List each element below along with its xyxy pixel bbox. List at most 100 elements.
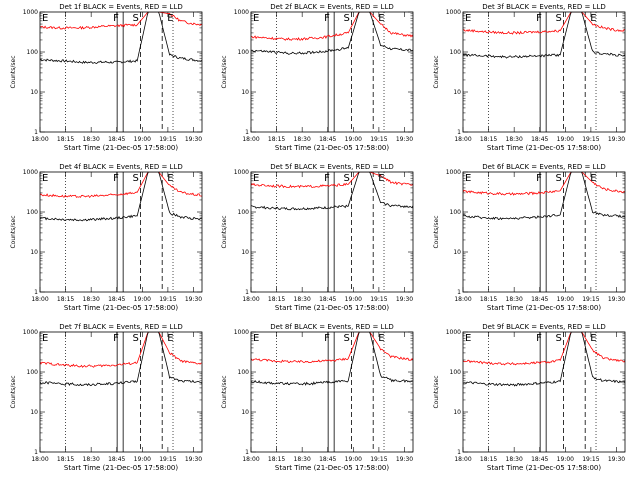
x-tick-label: 19:00: [134, 456, 151, 463]
data-area: [251, 12, 413, 132]
flag-label-s: S: [343, 173, 349, 184]
y-tick-label: 1000: [234, 169, 249, 176]
flag-label-e: E: [465, 13, 471, 24]
lld-series-line: [463, 12, 625, 35]
x-tick-label: 18:00: [31, 456, 48, 463]
data-area: [463, 172, 625, 292]
y-tick-label: 100: [238, 209, 250, 216]
flag-label-f: F: [324, 333, 330, 344]
y-tick-label: 1000: [234, 9, 249, 16]
panel-title: Det 8f BLACK = Events, RED = LLD: [270, 323, 393, 331]
y-tick-label: 10: [453, 89, 461, 96]
x-axis-label: Start Time (21-Dec-05 17:58:00): [487, 464, 601, 472]
x-tick-label: 18:30: [294, 296, 311, 303]
x-axis-label: Start Time (21-Dec-05 17:58:00): [487, 304, 601, 312]
y-tick-label: 1000: [234, 329, 249, 336]
y-axis-label: Counts/sec: [433, 375, 440, 408]
x-tick-label: 18:30: [506, 136, 523, 143]
flag-label-e: E: [167, 13, 173, 24]
panel-title: Det 7f BLACK = Events, RED = LLD: [59, 323, 182, 331]
y-tick-label: 1: [34, 289, 38, 296]
x-tick-label: 18:15: [268, 296, 285, 303]
y-tick-label: 100: [450, 209, 462, 216]
events-series-line: [463, 12, 625, 59]
plot-frame: [250, 171, 414, 293]
x-tick-label: 19:30: [608, 136, 625, 143]
x-tick-label: 19:15: [582, 136, 599, 143]
lld-series-line: [40, 12, 202, 30]
x-tick-label: 19:15: [370, 136, 387, 143]
flag-label-s: S: [343, 13, 349, 24]
flag-label-e: E: [167, 333, 173, 344]
panel-title: Det 4f BLACK = Events, RED = LLD: [59, 163, 182, 171]
y-axis-label: Counts/sec: [221, 55, 228, 88]
y-tick-label: 10: [241, 89, 249, 96]
y-tick-label: 1: [34, 129, 38, 136]
x-tick-label: 18:45: [108, 296, 125, 303]
x-tick-label: 18:00: [242, 136, 259, 143]
plot-frame: [462, 171, 626, 293]
panel-det-1: Det 1f BLACK = Events, RED = LLD Counts/s…: [10, 3, 203, 152]
flag-label-e: E: [253, 333, 259, 344]
y-tick-label: 1000: [446, 169, 461, 176]
panel-det-3: Det 3f BLACK = Events, RED = LLD Counts/s…: [433, 3, 626, 152]
flag-label-s: S: [132, 13, 138, 24]
x-tick-label: 19:15: [159, 136, 176, 143]
x-tick-label: 18:30: [294, 456, 311, 463]
x-tick-label: 18:00: [242, 456, 259, 463]
plot-frame: [462, 11, 626, 133]
x-tick-label: 18:00: [31, 136, 48, 143]
lld-series-line: [463, 332, 625, 366]
panel-det-5: Det 5f BLACK = Events, RED = LLD Counts/s…: [221, 163, 414, 312]
x-tick-label: 18:45: [319, 136, 336, 143]
data-area: [40, 332, 202, 452]
x-tick-label: 19:15: [370, 296, 387, 303]
y-tick-label: 1: [245, 449, 249, 456]
x-tick-label: 18:45: [531, 136, 548, 143]
panel-title: Det 9f BLACK = Events, RED = LLD: [482, 323, 605, 331]
x-tick-label: 19:30: [396, 296, 413, 303]
flag-label-e: E: [465, 173, 471, 184]
lld-series-line: [251, 172, 413, 189]
y-axis-label: Counts/sec: [433, 55, 440, 88]
lld-series-line: [463, 172, 625, 196]
y-tick-label: 10: [30, 249, 38, 256]
data-area: [463, 12, 625, 132]
x-tick-label: 18:15: [57, 296, 74, 303]
flag-label-e: E: [378, 333, 384, 344]
x-axis-label: Start Time (21-Dec-05 17:58:00): [275, 144, 389, 152]
flag-label-s: S: [555, 173, 561, 184]
panel-det-2: Det 2f BLACK = Events, RED = LLD Counts/s…: [221, 3, 414, 152]
x-tick-label: 19:00: [345, 136, 362, 143]
y-tick-label: 100: [450, 369, 462, 376]
x-tick-label: 18:30: [506, 456, 523, 463]
x-tick-label: 18:00: [454, 136, 471, 143]
y-tick-label: 1000: [23, 9, 38, 16]
x-tick-label: 18:15: [57, 456, 74, 463]
x-tick-label: 19:00: [557, 136, 574, 143]
data-area: [251, 172, 413, 292]
x-tick-label: 18:15: [268, 136, 285, 143]
x-tick-label: 19:30: [185, 296, 202, 303]
x-tick-label: 19:00: [557, 296, 574, 303]
y-tick-label: 1: [457, 449, 461, 456]
flag-label-s: S: [132, 173, 138, 184]
flag-label-e: E: [590, 333, 596, 344]
plot-frame: [39, 171, 203, 293]
flag-label-e: E: [253, 13, 259, 24]
y-tick-label: 1: [34, 449, 38, 456]
y-tick-label: 10: [453, 249, 461, 256]
flag-label-s: S: [343, 333, 349, 344]
flag-label-e: E: [167, 173, 173, 184]
panel-det-6: Det 6f BLACK = Events, RED = LLD Counts/s…: [433, 163, 626, 312]
x-tick-label: 18:30: [83, 456, 100, 463]
y-tick-label: 100: [450, 49, 462, 56]
flag-label-f: F: [113, 13, 119, 24]
x-tick-label: 18:00: [454, 296, 471, 303]
x-tick-label: 19:15: [582, 296, 599, 303]
x-tick-label: 19:00: [557, 456, 574, 463]
panel-title: Det 2f BLACK = Events, RED = LLD: [270, 3, 393, 11]
events-series-line: [40, 12, 202, 64]
x-tick-label: 18:00: [454, 456, 471, 463]
y-tick-label: 10: [241, 409, 249, 416]
